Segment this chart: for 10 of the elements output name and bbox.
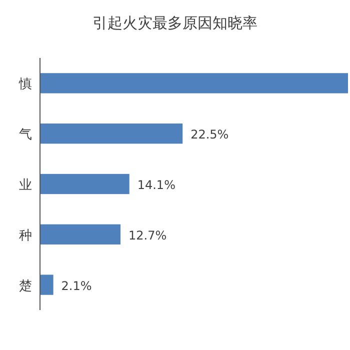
data-label: 12.7% (128, 228, 167, 242)
data-label: 2.1% (61, 278, 92, 293)
category: 慎 (19, 77, 32, 92)
category: 业 (19, 178, 32, 193)
category: 气 (19, 128, 32, 143)
title: 引起火灾最多原因知晓率 (92, 14, 258, 32)
category: 楚 (19, 278, 32, 294)
category: 种 (19, 228, 32, 244)
data-label: 14.1% (137, 178, 176, 192)
data-label: 22.5% (190, 128, 229, 142)
